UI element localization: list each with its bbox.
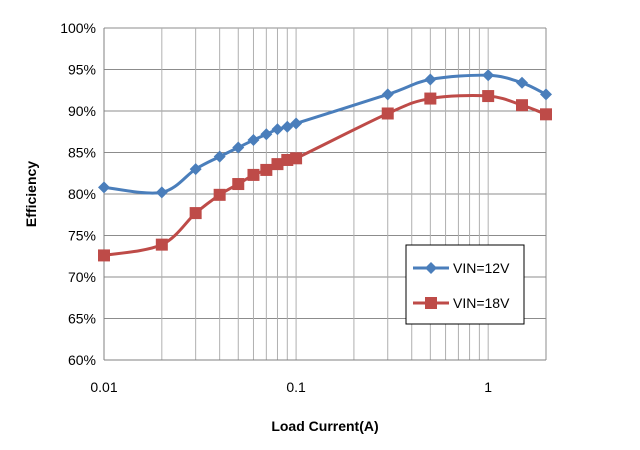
data-point bbox=[516, 76, 529, 89]
x-tick-label: 1 bbox=[484, 379, 492, 395]
data-point bbox=[247, 168, 260, 181]
data-point bbox=[381, 107, 394, 120]
data-point bbox=[98, 249, 110, 262]
y-tick-label: 75% bbox=[68, 228, 96, 244]
y-tick-label: 80% bbox=[68, 186, 96, 202]
data-point bbox=[155, 186, 168, 199]
legend: VIN=12V VIN=18V bbox=[405, 244, 525, 325]
data-point bbox=[381, 88, 394, 101]
data-point bbox=[482, 69, 495, 82]
data-point bbox=[232, 178, 245, 191]
data-point bbox=[155, 238, 168, 251]
data-point bbox=[247, 134, 260, 147]
data-point bbox=[232, 141, 245, 154]
series bbox=[98, 69, 552, 262]
x-axis-title: Load Current(A) bbox=[271, 418, 378, 434]
data-point bbox=[189, 163, 202, 176]
data-point bbox=[540, 88, 552, 101]
data-point bbox=[260, 163, 273, 176]
data-point bbox=[516, 99, 529, 112]
data-point bbox=[482, 90, 495, 103]
data-point bbox=[540, 108, 552, 121]
tick-labels: 60% 65% 70% 75% 80% 85% 90% 95% 100% 0.01 0.1 1 bbox=[60, 20, 492, 395]
series-vin-18v bbox=[98, 90, 552, 262]
axes bbox=[103, 28, 547, 361]
series-vin-12v bbox=[98, 69, 552, 199]
legend-label: VIN=12V bbox=[453, 260, 510, 276]
data-point bbox=[98, 181, 110, 194]
data-point bbox=[213, 188, 226, 201]
data-point bbox=[189, 207, 202, 220]
y-tick-label: 85% bbox=[68, 145, 96, 161]
y-tick-label: 65% bbox=[68, 311, 96, 327]
y-tick-label: 60% bbox=[68, 352, 96, 368]
y-tick-label: 95% bbox=[68, 62, 96, 78]
y-tick-label: 70% bbox=[68, 269, 96, 285]
data-point bbox=[424, 73, 437, 86]
legend-marker bbox=[425, 297, 437, 309]
data-point bbox=[290, 152, 303, 165]
y-axis-title: Efficiency bbox=[23, 161, 39, 227]
data-point bbox=[290, 117, 303, 130]
y-tick-label: 100% bbox=[60, 20, 96, 36]
data-point bbox=[271, 123, 284, 136]
y-tick-label: 90% bbox=[68, 103, 96, 119]
legend-marker bbox=[425, 262, 437, 274]
x-tick-label: 0.1 bbox=[286, 379, 306, 395]
x-tick-label: 0.01 bbox=[90, 379, 117, 395]
data-point bbox=[281, 120, 294, 133]
data-point bbox=[271, 158, 284, 171]
data-point bbox=[260, 128, 273, 141]
legend-label: VIN=18V bbox=[453, 295, 510, 311]
legend-box bbox=[405, 244, 525, 325]
data-point bbox=[213, 150, 226, 163]
data-point bbox=[424, 92, 437, 105]
